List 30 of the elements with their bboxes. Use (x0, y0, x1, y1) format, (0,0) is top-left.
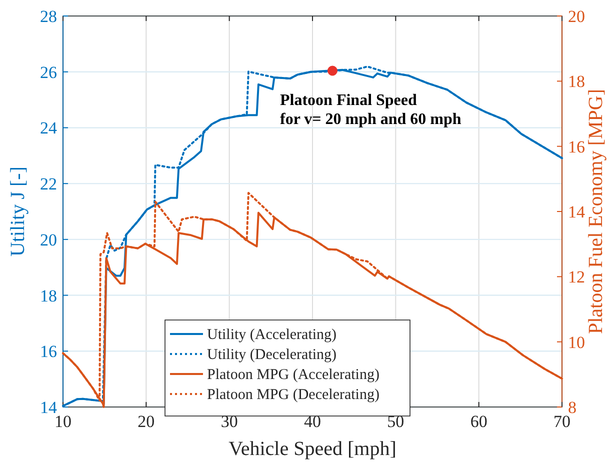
legend-label: Platoon MPG (Accelerating) (207, 367, 380, 383)
y-axis-title: Utility J [-] (7, 166, 29, 256)
y2-axis-title: Platoon Fuel Economy [MPG] (585, 89, 607, 334)
legend-label: Utility (Decelerating) (207, 347, 337, 363)
y-tick-label: 24 (40, 118, 58, 138)
x-tick-label: 10 (54, 412, 72, 431)
y2-tick-label: 16 (568, 137, 585, 156)
y2-tick-label: 18 (568, 72, 585, 92)
y-tick-label: 20 (40, 230, 57, 250)
x-tick-label: 40 (304, 412, 321, 431)
y-tick-label: 28 (40, 7, 57, 26)
x-tick-label: 70 (554, 412, 570, 431)
x-tick-label: 20 (138, 412, 155, 431)
y-tick-label: 14 (40, 398, 58, 417)
legend-label: Utility (Accelerating) (207, 327, 337, 343)
x-tick-label: 60 (470, 412, 488, 431)
y2-tick-label: 8 (568, 398, 576, 417)
y2-tick-label: 10 (568, 332, 585, 352)
y-tick-label: 16 (40, 342, 57, 362)
y-tick-label: 26 (40, 62, 57, 82)
y2-tick-label: 12 (568, 268, 585, 287)
y2-tick-label: 20 (568, 7, 585, 26)
y2-tick-label: 14 (568, 202, 586, 222)
x-tick-label: 50 (387, 412, 404, 431)
x-tick-label: 30 (220, 412, 238, 431)
y-tick-label: 18 (40, 286, 57, 306)
legend-label: Platoon MPG (Decelerating) (207, 387, 380, 403)
annotation: Platoon Final Speed for v= 20 mph and 60 mph (280, 92, 462, 128)
y-tick-label: 22 (40, 174, 57, 194)
x-axis-title: Vehicle Speed [mph] (228, 438, 396, 460)
